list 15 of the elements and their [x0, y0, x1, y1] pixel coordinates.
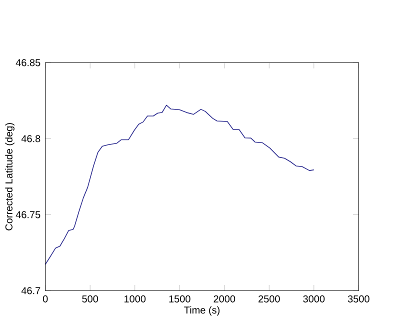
- y-tick-label: 46.75: [16, 211, 40, 218]
- y-tick-label: 46.85: [16, 59, 40, 66]
- x-tick-label: 3500: [348, 295, 370, 302]
- y-axis-title: Corrected Latitude (deg): [5, 123, 14, 230]
- x-tick-label: 500: [82, 295, 98, 302]
- y-tick-label: 46.8: [21, 135, 40, 142]
- x-tick-label: 1500: [169, 295, 190, 302]
- y-tick-label: 46.7: [21, 287, 40, 294]
- x-axis-title: Time (s): [184, 306, 220, 316]
- x-tick-label: 1000: [124, 295, 146, 302]
- x-tick-label: 3000: [303, 295, 325, 302]
- x-tick-label: 0: [42, 295, 48, 302]
- line-series: [45, 104, 314, 265]
- x-tick-label: 2000: [214, 295, 236, 302]
- x-tick-label: 2500: [258, 295, 280, 302]
